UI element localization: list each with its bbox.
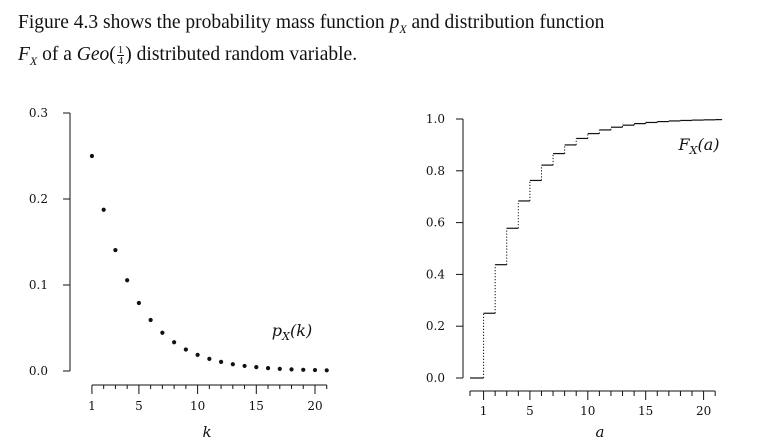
caption-of-a: of a xyxy=(37,43,77,65)
pmf-point xyxy=(195,352,200,357)
pmf-point xyxy=(218,359,224,364)
pmf-point xyxy=(172,340,177,345)
pmf-point xyxy=(230,362,235,367)
pmf-point xyxy=(242,363,247,369)
cdf-x-tick-label: 15 xyxy=(638,404,653,418)
cdf-y-tick-label: 1.0 xyxy=(426,112,445,126)
pmf-x-tick-label: 20 xyxy=(307,399,322,413)
pmf-point xyxy=(277,366,282,371)
cdf-x-tick-label: 20 xyxy=(696,404,711,418)
figure-caption: Figure 4.3 shows the probability mass fu… xyxy=(18,12,605,68)
pmf-x-tick-label: 15 xyxy=(249,399,264,413)
pmf-annotation: pX(k) xyxy=(272,321,312,343)
pmf-point xyxy=(289,367,294,372)
cdf-annotation: FX(a) xyxy=(677,135,719,157)
pmf-point xyxy=(254,365,259,370)
pmf-point xyxy=(89,153,95,159)
pmf-point xyxy=(125,278,130,283)
cdf-y-tick-label: 0.2 xyxy=(426,319,445,333)
pmf-point xyxy=(207,356,212,361)
pmf-point xyxy=(265,366,271,371)
cdf-y-tick-label: 0.4 xyxy=(426,267,445,281)
cdf-x-tick-label: 5 xyxy=(526,404,534,418)
cdf-y-tick-label: 0.8 xyxy=(426,164,445,178)
pmf-point xyxy=(101,207,106,212)
pmf-point xyxy=(148,317,153,323)
pmf-x-tick-label: 5 xyxy=(135,399,143,413)
cdf-x-tick-label: 10 xyxy=(580,404,595,418)
caption-fraction-numerator: 1 xyxy=(116,43,125,56)
pmf-point xyxy=(160,330,165,335)
pmf-y-tick-label: 0.2 xyxy=(29,192,48,206)
cdf-x-tick-label: 1 xyxy=(480,404,488,418)
pmf-x-axis-label: k xyxy=(202,423,211,439)
pmf-point xyxy=(312,367,318,373)
pmf-point xyxy=(183,347,188,352)
cdf-y-tick-label: 0.6 xyxy=(426,216,445,230)
pmf-y-tick-label: 0.0 xyxy=(29,364,48,378)
pmf-x-tick-label: 1 xyxy=(88,399,96,413)
cdf-y-tick-label: 0.0 xyxy=(426,371,445,385)
pmf-point xyxy=(136,300,141,306)
cdf-x-axis-label: a xyxy=(596,423,605,439)
pmf-y-tick-label: 0.1 xyxy=(29,278,48,292)
pmf-x-tick-label: 10 xyxy=(190,399,205,413)
caption-fraction-denominator: 4 xyxy=(117,54,124,67)
pmf-point xyxy=(301,367,306,372)
caption-suffix: distributed random variable. xyxy=(131,43,358,65)
caption-prefix: Figure 4.3 shows the probability mass fu… xyxy=(18,12,390,33)
pmf-point xyxy=(113,247,118,253)
caption-middle: and distribution function xyxy=(406,12,605,33)
pmf-point xyxy=(324,368,329,373)
caption-pmf-subscript: X xyxy=(399,21,407,36)
pmf-y-tick-label: 0.3 xyxy=(29,106,48,120)
caption-distribution-name: Geo xyxy=(76,43,110,65)
caption-cdf-symbol: F xyxy=(18,43,30,65)
caption-pmf-symbol: p xyxy=(389,12,400,33)
caption-cdf-subscript: X xyxy=(29,53,38,68)
